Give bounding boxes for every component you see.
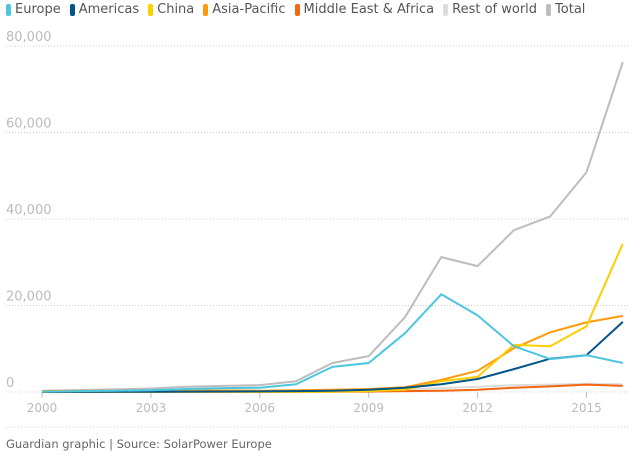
- y-tick-label: 80,000: [6, 30, 52, 45]
- x-tick-label: 2003: [136, 401, 167, 415]
- legend-label: Total: [555, 2, 586, 17]
- legend-label: Middle East & Africa: [303, 2, 435, 17]
- x-tick-label: 2009: [353, 401, 384, 415]
- legend-swatch: [69, 3, 75, 16]
- legend-label: Europe: [15, 2, 61, 17]
- legend-label: Asia-Pacific: [212, 2, 286, 17]
- y-tick-label: 20,000: [6, 290, 52, 305]
- legend-label: China: [157, 2, 195, 17]
- series-line-europe: [41, 293, 624, 393]
- series-line-total: [41, 61, 624, 392]
- series-line-china: [42, 243, 624, 393]
- legend-swatch: [546, 3, 552, 16]
- y-tick-label: 60,000: [6, 117, 52, 132]
- legend-item: Asia-Pacific: [203, 2, 286, 17]
- legend-label: Americas: [78, 2, 140, 17]
- x-tick-label: 2012: [462, 401, 493, 415]
- legend-swatch: [443, 3, 449, 16]
- legend-item: Total: [546, 2, 585, 17]
- legend-swatch: [148, 3, 154, 16]
- series-line-americas: [42, 321, 624, 393]
- legend-swatch: [203, 3, 209, 16]
- legend-swatch: [6, 3, 11, 16]
- legend-item: China: [148, 2, 194, 17]
- y-tick-label: 0: [6, 376, 14, 391]
- legend-item: Middle East & Africa: [294, 2, 435, 17]
- y-tick-label: 40,000: [6, 203, 52, 218]
- source-footer: Guardian graphic | Source: SolarPower Eu…: [6, 437, 272, 451]
- legend-item: Americas: [69, 2, 140, 17]
- x-tick-label: 2006: [245, 401, 276, 415]
- legend-item: Rest of world: [443, 2, 537, 17]
- x-tick-label: 2015: [571, 401, 602, 415]
- legend-item: Europe: [6, 2, 61, 17]
- legend: Europe Americas China Asia-Pacific Middle Ea…: [6, 2, 585, 17]
- legend-swatch: [294, 3, 300, 16]
- x-tick-label: 2000: [27, 401, 58, 415]
- legend-label: Rest of world: [452, 2, 538, 17]
